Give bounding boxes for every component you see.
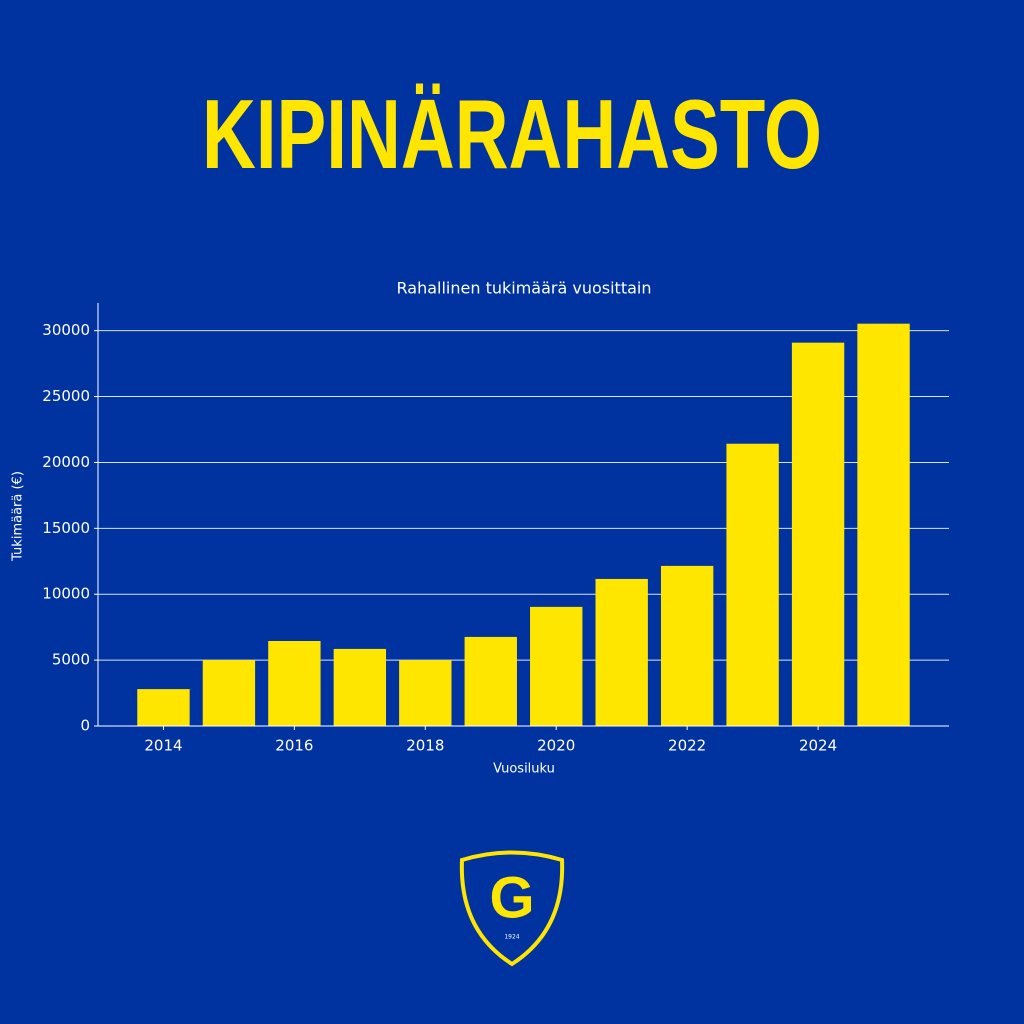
y-tick-label: 20000 bbox=[42, 453, 90, 471]
y-tick-label: 25000 bbox=[42, 387, 90, 405]
y-tick-label: 0 bbox=[80, 717, 90, 735]
page-title: KIPINÄRAHASTO bbox=[202, 79, 822, 189]
y-tick-label: 10000 bbox=[42, 585, 90, 603]
bar bbox=[202, 660, 256, 726]
logo-year: 1924 bbox=[504, 934, 519, 941]
logo: G 1924 bbox=[459, 850, 565, 967]
bar bbox=[660, 565, 714, 726]
x-axis-label: Vuosiluku bbox=[493, 762, 555, 777]
y-axis-label: Tukimäärä (€) bbox=[11, 471, 26, 562]
logo-letter: G bbox=[489, 865, 534, 930]
y-tick-label: 15000 bbox=[42, 519, 90, 537]
bar bbox=[857, 323, 910, 726]
x-tick-label: 2020 bbox=[537, 737, 575, 755]
y-tick-label: 30000 bbox=[42, 321, 90, 339]
bar bbox=[268, 641, 321, 726]
x-tick-label: 2024 bbox=[799, 737, 837, 755]
x-tick-label: 2014 bbox=[144, 737, 182, 755]
bar bbox=[791, 342, 845, 726]
bar bbox=[464, 636, 517, 726]
y-tick-label: 5000 bbox=[52, 651, 90, 669]
bar bbox=[399, 660, 452, 726]
chart-title: Rahallinen tukimäärä vuosittain bbox=[397, 279, 652, 298]
bar bbox=[137, 689, 190, 726]
bar bbox=[595, 578, 648, 726]
x-tick-label: 2016 bbox=[275, 737, 313, 755]
bar bbox=[530, 606, 583, 726]
bar bbox=[726, 443, 779, 726]
x-tick-label: 2018 bbox=[406, 737, 444, 755]
bar bbox=[333, 648, 387, 726]
x-tick-label: 2022 bbox=[668, 737, 706, 755]
logo-shield bbox=[459, 850, 565, 967]
